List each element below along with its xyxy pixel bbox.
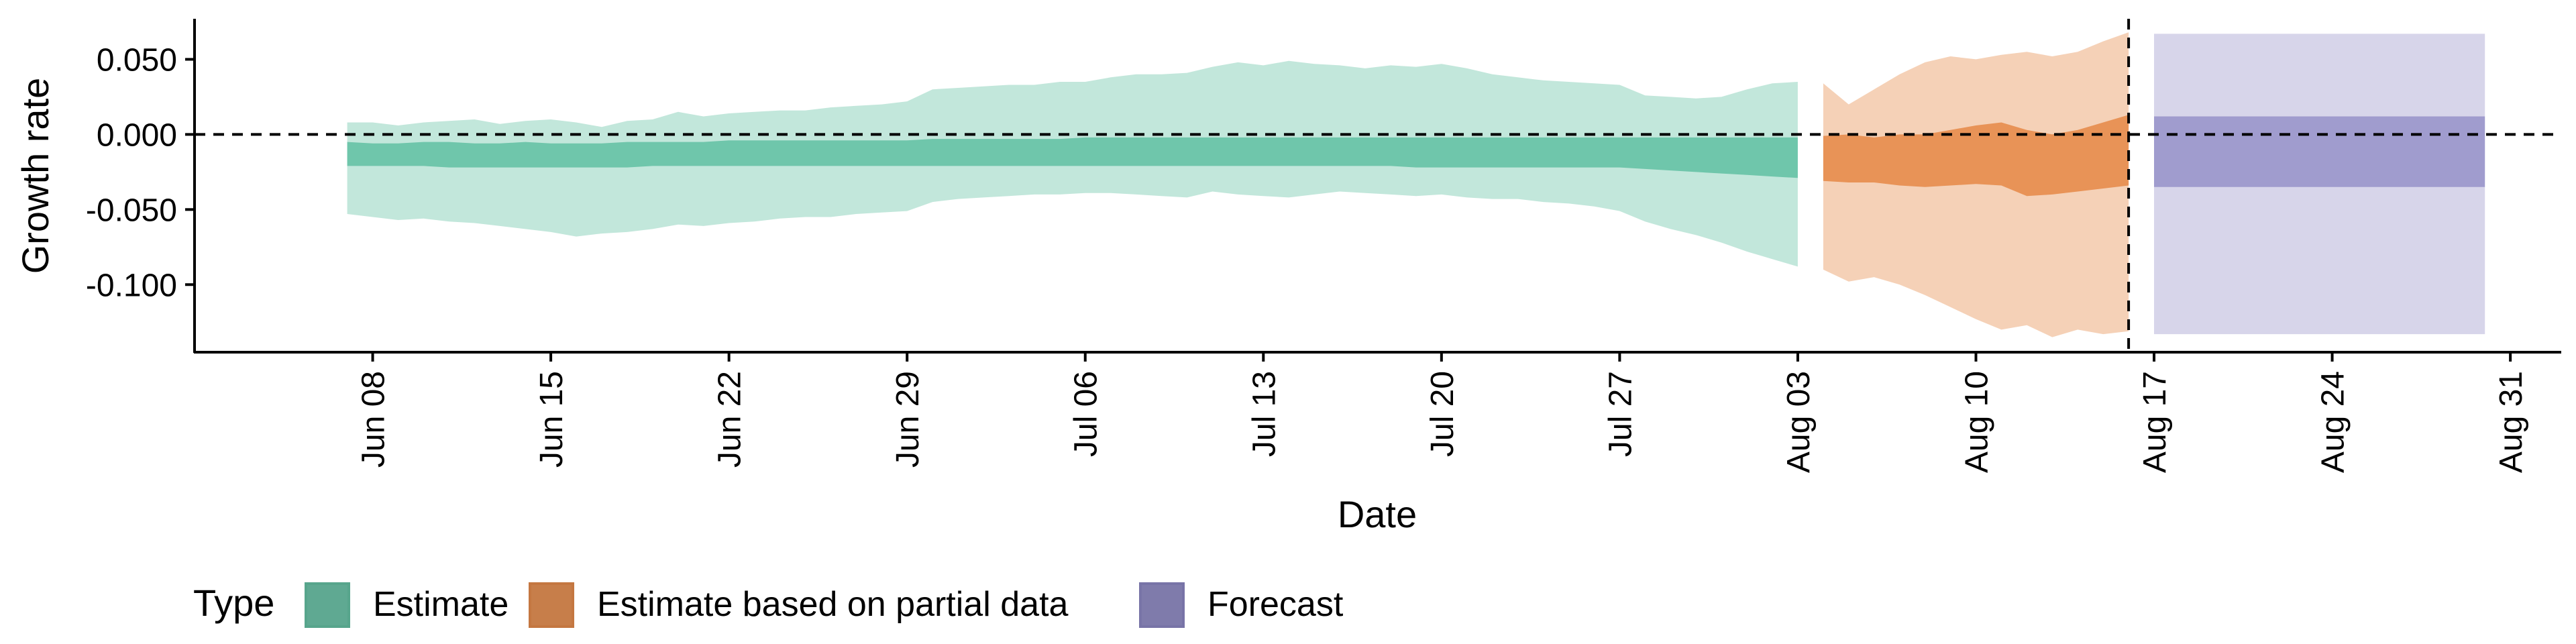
x-tick-label: Aug 17 — [2137, 371, 2173, 473]
ribbon-outer-estimate-based-on-partial-data — [1823, 32, 2129, 337]
y-axis-title: Growth rate — [14, 78, 56, 274]
reference-lines — [195, 19, 2561, 352]
legend-swatch — [529, 582, 574, 628]
x-tick-label: Jul 27 — [1603, 371, 1638, 457]
x-tick-label: Jun 22 — [712, 371, 748, 468]
legend: Type Estimate Estimate based on partial d… — [193, 582, 1344, 628]
legend-item: Forecast — [1139, 582, 1344, 628]
x-tick-label: Aug 03 — [1781, 371, 1817, 473]
axes — [185, 19, 2561, 362]
y-tick-label: 0.000 — [97, 117, 177, 153]
legend-swatch — [305, 582, 350, 628]
legend-title: Type — [193, 582, 274, 624]
x-tick-label: Jun 15 — [534, 371, 570, 468]
ribbon-inner-forecast — [2154, 116, 2485, 187]
x-axis-title: Date — [1338, 493, 1417, 535]
legend-swatch — [1139, 582, 1185, 628]
y-tick-label: 0.050 — [97, 42, 177, 78]
legend-label: Forecast — [1208, 585, 1344, 624]
tick-labels: 0.050 0.000 -0.050 -0.100 Jun 08 Jun 15 Jun 22… — [86, 42, 2529, 473]
legend-label: Estimate based on partial data — [597, 585, 1069, 624]
ribbon-inner-estimate — [347, 137, 1798, 178]
x-tick-label: Aug 24 — [2316, 371, 2351, 473]
x-tick-label: Jul 20 — [1425, 371, 1460, 457]
x-tick-label: Jul 13 — [1246, 371, 1282, 457]
x-tick-label: Jun 08 — [356, 371, 392, 468]
legend-item: Estimate — [305, 582, 508, 628]
legend-items: Estimate Estimate based on partial data Fo… — [305, 582, 1344, 628]
x-tick-label: Jun 29 — [890, 371, 926, 468]
y-tick-label: -0.100 — [86, 268, 177, 303]
x-tick-label: Jul 06 — [1069, 371, 1104, 457]
legend-item: Estimate based on partial data — [529, 582, 1069, 628]
legend-label: Estimate — [373, 585, 508, 624]
ribbon-inner-estimate-based-on-partial-data — [1823, 115, 2129, 197]
x-tick-label: Aug 10 — [1959, 371, 1994, 473]
x-tick-label: Aug 31 — [2493, 371, 2529, 473]
ribbon-layer — [347, 32, 2485, 337]
y-tick-label: -0.050 — [86, 193, 177, 228]
